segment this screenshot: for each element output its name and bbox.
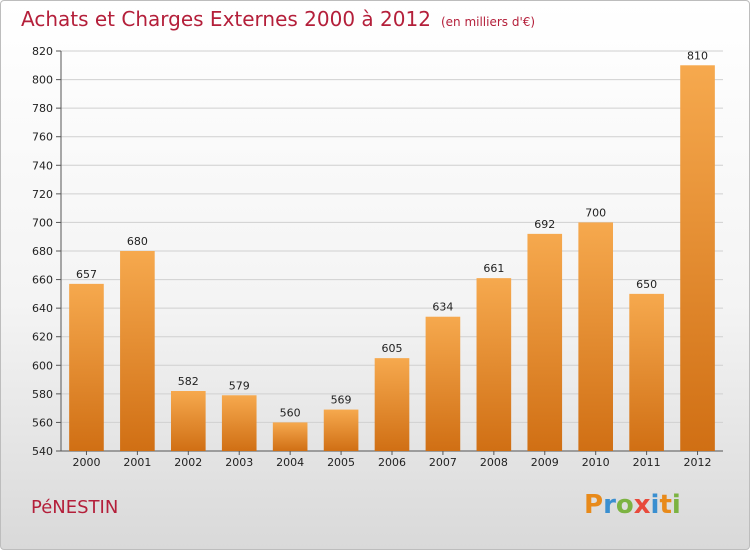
logo-letter: i (671, 490, 681, 520)
logo-letter: i (650, 490, 660, 520)
y-tick-label: 760 (32, 131, 53, 144)
x-tick-label: 2011 (633, 456, 661, 469)
bar-2008 (476, 278, 512, 451)
y-tick-label: 600 (32, 359, 53, 372)
data-label: 680 (127, 235, 148, 248)
x-tick-label: 2001 (123, 456, 151, 469)
logo-letter: o (615, 490, 634, 520)
y-tick-label: 540 (32, 445, 53, 458)
y-tick-label: 660 (32, 274, 53, 287)
x-tick-label: 2003 (225, 456, 253, 469)
y-tick-label: 780 (32, 102, 53, 115)
y-tick-label: 580 (32, 388, 53, 401)
logo-letter: t (659, 490, 672, 520)
x-tick-label: 2005 (327, 456, 355, 469)
commune-name: PéNESTIN (31, 497, 119, 518)
data-labels: 657 680 582 579 560 569 605 634 661 692 700 650 810 (76, 49, 708, 419)
title-text: Achats et Charges Externes 2000 à 2012 (21, 7, 431, 31)
x-tick-label: 2004 (276, 456, 304, 469)
y-tick-label: 680 (32, 245, 53, 258)
x-tick-label: 2012 (684, 456, 712, 469)
y-tick-label: 820 (32, 45, 53, 58)
x-tick-label: 2007 (429, 456, 457, 469)
data-label: 605 (382, 342, 403, 355)
y-tick-label: 560 (32, 416, 53, 429)
x-tick-label: 2000 (72, 456, 100, 469)
bar-2004 (272, 422, 308, 451)
data-label: 650 (636, 278, 657, 291)
x-tick-label: 2009 (531, 456, 559, 469)
data-label: 582 (178, 375, 199, 388)
logo-letter: P (584, 490, 604, 520)
bar-2003 (221, 395, 257, 451)
proxiti-logo[interactable]: Proxiti (584, 490, 681, 520)
x-axis-tick-labels: 2000 2001 2002 2003 2004 2005 2006 2007 2008 2009… (72, 456, 711, 469)
data-label: 579 (229, 379, 250, 392)
data-label: 810 (687, 49, 708, 62)
x-tick-label: 2002 (174, 456, 202, 469)
y-tick-label: 640 (32, 302, 53, 315)
bars (69, 65, 715, 452)
data-label: 560 (280, 406, 301, 419)
data-label: 569 (331, 394, 352, 407)
y-axis-tick-labels: 540 560 580 600 620 640 660 680 700 720 740 760 780 8… (32, 45, 53, 458)
bar-2009 (527, 233, 563, 451)
bar-2010 (578, 222, 614, 451)
data-label: 692 (534, 218, 555, 231)
y-tick-label: 720 (32, 188, 53, 201)
x-tick-label: 2008 (480, 456, 508, 469)
bar-2002 (170, 391, 206, 451)
x-tick-label: 2006 (378, 456, 406, 469)
x-tick-label: 2010 (582, 456, 610, 469)
bar-2005 (323, 409, 359, 451)
data-label: 700 (585, 206, 606, 219)
y-tick-label: 800 (32, 74, 53, 87)
chart-title: Achats et Charges Externes 2000 à 2012 (e… (21, 7, 535, 31)
y-tick-label: 620 (32, 331, 53, 344)
data-label: 634 (432, 301, 453, 314)
bar-2012 (680, 65, 715, 452)
data-label: 661 (483, 262, 504, 275)
bar-2000 (69, 283, 104, 451)
logo-letter: x (633, 490, 651, 520)
logo-letter: r (603, 490, 616, 520)
title-unit: (en milliers d'€) (440, 15, 536, 29)
bar-2007 (425, 316, 461, 451)
bar-2011 (629, 293, 664, 451)
bar-2006 (374, 358, 410, 451)
y-tick-label: 740 (32, 159, 53, 172)
data-label: 657 (76, 268, 97, 281)
y-tick-label: 700 (32, 216, 53, 229)
bar-2001 (120, 251, 155, 451)
